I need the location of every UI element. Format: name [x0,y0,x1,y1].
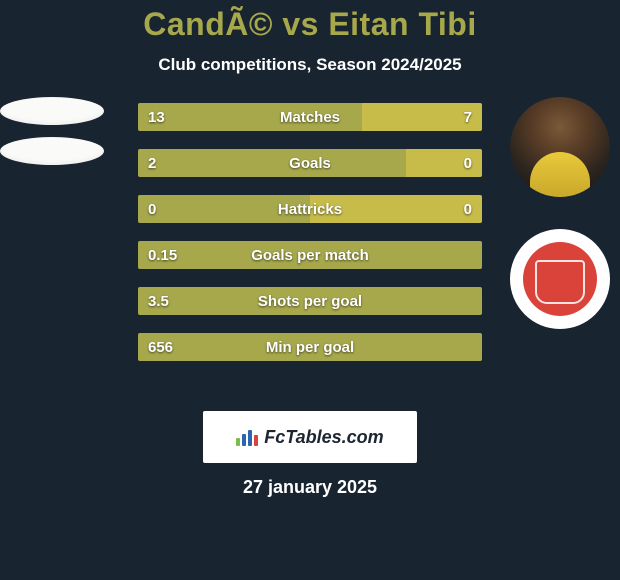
bar-label: Min per goal [138,333,482,361]
bar-label: Shots per goal [138,287,482,315]
bar-row: 3.5Shots per goal [138,287,482,315]
footer-logo-rest: Tables.com [285,427,383,447]
page-subtitle: Club competitions, Season 2024/2025 [0,55,620,75]
logo-bar [248,430,252,446]
bar-row: 00Hattricks [138,195,482,223]
logo-bar [242,434,246,446]
player-right-photo [510,97,610,197]
bar-label: Goals per match [138,241,482,269]
footer-logo-box: FcTables.com [203,411,417,463]
logo-bar [236,438,240,446]
player-right-column [500,97,620,329]
player-left-club-placeholder [0,137,104,165]
fctables-logo: FcTables.com [236,427,383,448]
logo-bar [254,435,258,446]
bar-label: Goals [138,149,482,177]
player-right-club-badge [510,229,610,329]
comparison-bars: 137Matches 20Goals 00Hattricks 0.15Goals pe… [138,103,482,361]
footer-logo-fc: Fc [264,427,285,447]
club-badge-icon [523,242,597,316]
bar-label: Matches [138,103,482,131]
bar-row: 137Matches [138,103,482,131]
chart-area: 137Matches 20Goals 00Hattricks 0.15Goals pe… [0,103,620,393]
footer-logo-text: FcTables.com [264,427,383,448]
page-title: CandÃ© vs Eitan Tibi [0,6,620,43]
bar-chart-icon [236,428,258,446]
bar-row: 20Goals [138,149,482,177]
bar-label: Hattricks [138,195,482,223]
comparison-infographic: CandÃ© vs Eitan Tibi Club competitions, … [0,0,620,580]
footer-date: 27 january 2025 [0,477,620,498]
player-left-photo-placeholder [0,97,104,125]
bar-row: 0.15Goals per match [138,241,482,269]
player-left-column [0,97,120,165]
bar-row: 656Min per goal [138,333,482,361]
